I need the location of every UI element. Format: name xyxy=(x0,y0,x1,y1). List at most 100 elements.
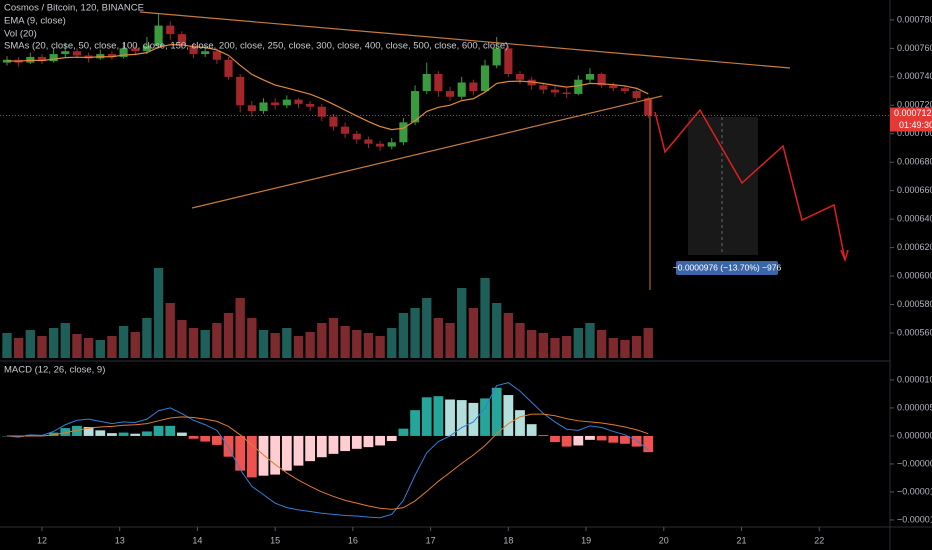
x-tick-label: 18 xyxy=(503,535,513,545)
x-tick-label: 13 xyxy=(115,535,125,545)
measure-label: −0.0000976 (−13.70%) −976 xyxy=(673,262,782,272)
projection-path xyxy=(654,108,846,261)
y-tick-label: 0.0007600 xyxy=(897,43,932,53)
candle-body xyxy=(259,102,268,111)
volume-bar xyxy=(37,336,47,358)
volume-bar xyxy=(573,328,583,358)
y-tick-label: 0.0005600 xyxy=(897,327,932,337)
candle-body xyxy=(469,82,478,92)
macd-histogram-bar xyxy=(526,424,537,436)
y-tick-label: 0.0000000 xyxy=(897,430,932,440)
volume-bar xyxy=(270,333,280,358)
macd-histogram-bar xyxy=(118,432,129,436)
candle-body xyxy=(410,91,420,123)
candle-body xyxy=(189,45,198,55)
macd-histogram-bar xyxy=(398,428,409,436)
candle-body xyxy=(504,48,513,74)
price-label: 0.0007128 xyxy=(894,108,932,118)
volume-bar xyxy=(422,298,432,358)
macd-title: MACD (12, 26, close, 9) xyxy=(4,365,105,376)
macd-histogram-bar xyxy=(60,428,71,436)
trendline-lower xyxy=(191,95,663,209)
macd-histogram-bar xyxy=(596,435,607,441)
volume-bar xyxy=(2,333,12,358)
volume-bar xyxy=(620,340,630,358)
candle-body xyxy=(247,105,256,111)
macd-histogram-bar xyxy=(433,396,444,436)
measure-label-bg xyxy=(676,261,778,275)
candle-body xyxy=(492,48,501,66)
legend-ema: EMA (9, close) xyxy=(4,16,66,27)
volume-bar xyxy=(527,330,537,358)
candle-body xyxy=(271,102,280,106)
candle-body xyxy=(37,56,47,62)
candle-body xyxy=(212,51,221,60)
volume-bar xyxy=(515,323,525,358)
candle-body xyxy=(107,54,117,57)
y-tick-label: 0.0006400 xyxy=(897,214,932,224)
candle-body xyxy=(644,98,653,116)
candle-body xyxy=(562,92,571,94)
macd-histogram-bar xyxy=(550,435,560,443)
volume-bar xyxy=(25,330,35,358)
volume-bar xyxy=(247,318,257,358)
macd-histogram-bar xyxy=(176,432,187,436)
volume-bar xyxy=(328,318,339,358)
volume-bar xyxy=(118,326,129,358)
candle-body xyxy=(632,91,641,99)
countdown: 01:49:30 xyxy=(899,120,932,130)
volume-bar xyxy=(340,326,350,358)
x-tick-label: 15 xyxy=(270,535,280,545)
volume-bar xyxy=(468,308,479,358)
macd-histogram-bar xyxy=(95,430,106,436)
macd-histogram-bar xyxy=(515,410,525,436)
macd-histogram-bar xyxy=(445,399,455,436)
macd-histogram-bar xyxy=(386,435,397,441)
candle-body xyxy=(61,51,70,55)
measure-box xyxy=(688,117,758,255)
candle-body xyxy=(609,85,618,89)
candle-body xyxy=(434,73,443,92)
macd-histogram-bar xyxy=(585,435,595,440)
macd-histogram-bar xyxy=(258,435,269,476)
macd-histogram-bar xyxy=(538,435,549,436)
macd-histogram-bar xyxy=(421,397,432,436)
x-tick-label: 22 xyxy=(814,535,824,545)
volume-bar xyxy=(550,338,560,358)
x-tick-label: 12 xyxy=(37,535,47,545)
y-tick-label: −0.0000100 xyxy=(897,486,932,496)
candle-body xyxy=(376,143,385,147)
volume-bar xyxy=(631,336,642,358)
candle-body xyxy=(166,25,175,35)
y-tick-label: 0.0007800 xyxy=(897,14,932,24)
volume-bar xyxy=(410,308,420,358)
volume-bar xyxy=(538,333,548,358)
volume-bar xyxy=(561,336,572,358)
macd-histogram-bar xyxy=(142,431,152,436)
volume-bar xyxy=(60,323,70,358)
macd-histogram-bar xyxy=(410,410,420,436)
volume-bar xyxy=(585,323,595,358)
volume-bar xyxy=(142,318,152,358)
macd-histogram-bar xyxy=(643,435,654,453)
candle-body xyxy=(306,103,315,107)
y-tick-label: 0.0006000 xyxy=(897,270,932,280)
candle-body xyxy=(364,139,373,144)
candle-body xyxy=(154,25,163,46)
macd-histogram-bar xyxy=(107,433,117,436)
volume-bar xyxy=(363,333,374,358)
candle-body xyxy=(341,126,350,134)
y-tick-label: −0.0000050 xyxy=(897,458,932,468)
legend-volume: Vol (20) xyxy=(4,29,37,40)
macd-histogram-bar xyxy=(468,402,479,436)
macd-histogram-bar xyxy=(573,435,584,446)
projection-arrowhead xyxy=(840,249,849,263)
y-tick-label: 0.0000050 xyxy=(897,402,932,412)
candle-body xyxy=(457,82,466,97)
volume-bar xyxy=(293,336,304,358)
volume-bar xyxy=(13,338,24,358)
ema-line xyxy=(6,44,649,131)
volume-bar xyxy=(212,323,222,358)
macd-histogram-bar xyxy=(246,435,257,478)
